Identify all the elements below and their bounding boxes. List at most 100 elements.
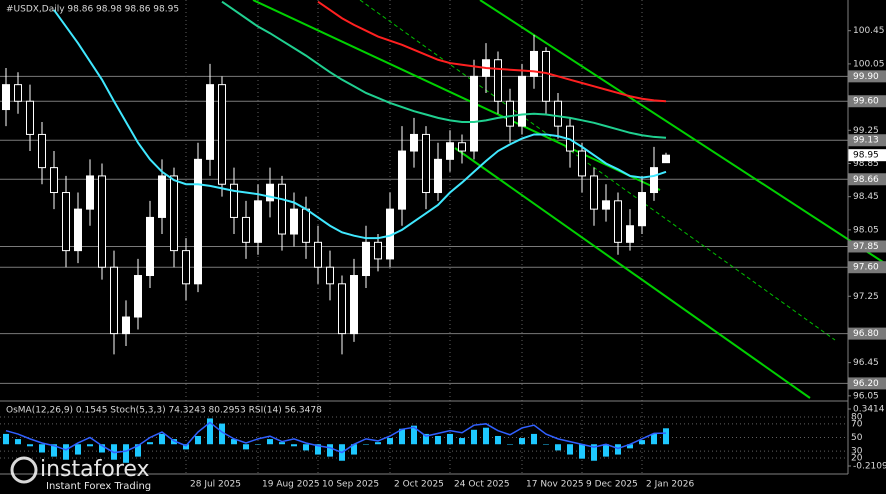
osma-bar: [531, 433, 537, 445]
candle-body: [614, 200, 622, 243]
osma-bar: [75, 444, 81, 455]
candle-body: [506, 100, 514, 127]
osma-bar: [639, 440, 645, 445]
rsi-tick-label: 30: [851, 447, 863, 457]
candle-body: [38, 133, 46, 169]
osma-bar: [351, 444, 357, 455]
osma-bar: [603, 444, 609, 457]
candle-body: [134, 275, 142, 318]
candle-body: [146, 216, 154, 277]
candle-body: [338, 283, 346, 335]
osma-bar: [219, 423, 225, 445]
x-tick-label: 2 Jan 2026: [646, 480, 694, 490]
osma-bar: [519, 438, 525, 445]
candle-body: [50, 167, 58, 194]
level-box: [848, 261, 886, 274]
candle-body: [254, 200, 262, 243]
level-label: 97.60: [853, 263, 879, 273]
osma-bar: [459, 438, 465, 445]
candle-body: [98, 175, 106, 268]
candle-body: [2, 84, 10, 111]
candle-body: [278, 183, 286, 235]
osma-bar: [123, 444, 129, 463]
y-tick-label: 98.05: [853, 225, 879, 235]
candle-body: [326, 266, 334, 285]
osma-bar: [567, 444, 573, 455]
candle-body: [314, 241, 322, 268]
level-box: [848, 377, 886, 390]
candle-body: [602, 200, 610, 210]
candle-body: [590, 175, 598, 210]
candle-body: [422, 133, 430, 194]
candle-body: [14, 84, 22, 102]
candle-body: [230, 183, 238, 218]
osma-bar: [99, 444, 105, 453]
osma-bar: [483, 427, 489, 445]
candle-body: [494, 59, 502, 102]
y-tick-label: 98.45: [853, 192, 879, 202]
rsi-tick-label: 20: [851, 454, 863, 464]
candle-body: [362, 241, 370, 277]
current-price-label: 98.95: [853, 151, 879, 161]
candle-body: [626, 225, 634, 243]
osma-bar: [411, 425, 417, 445]
moving-average: [317, 0, 667, 103]
osma-bar: [291, 444, 297, 447]
osma-bar: [15, 439, 21, 445]
osma-bar: [471, 429, 477, 445]
osma-bar: [243, 444, 249, 450]
osma-bar: [327, 444, 333, 457]
candle-body: [398, 150, 406, 210]
candle-body: [662, 154, 670, 164]
candle-body: [182, 250, 190, 285]
y-tick-label: 100.45: [853, 26, 885, 36]
osma-bar: [207, 418, 213, 445]
x-tick-label: 19 Aug 2025: [262, 480, 320, 490]
osma-bar: [27, 444, 33, 447]
osma-bar: [63, 444, 69, 460]
candle-body: [122, 316, 130, 335]
x-tick-label: 28 Jul 2025: [190, 480, 241, 490]
candle-body: [518, 75, 526, 127]
osma-bar: [303, 444, 309, 451]
osma-bar: [507, 444, 513, 445]
y-tick-label: 96.05: [853, 391, 879, 401]
candle-body: [530, 50, 538, 77]
osma-bar: [447, 433, 453, 445]
candle-body: [194, 158, 202, 285]
osma-bar: [183, 444, 189, 450]
x-tick-label: 2 Oct 2025: [394, 480, 444, 490]
osma-bar: [435, 435, 441, 445]
candle-body: [158, 175, 166, 218]
y-tick-label: 96.45: [853, 358, 879, 368]
current-price-box: [848, 149, 886, 162]
osma-bar: [315, 444, 321, 455]
y-tick-label: 100.05: [853, 59, 885, 69]
candle-body: [554, 100, 562, 127]
osma-bar: [399, 428, 405, 445]
candle-body: [578, 150, 586, 177]
osma-bar: [555, 444, 561, 451]
osma-bar: [195, 435, 201, 445]
candle-body: [86, 175, 94, 210]
level-label: 99.60: [853, 97, 879, 107]
osma-bar: [279, 442, 285, 445]
level-box: [848, 327, 886, 340]
candle-body: [302, 208, 310, 243]
osma-tick-label: -0.2109: [853, 462, 886, 472]
trend-line: [359, 0, 836, 341]
osma-bar: [579, 444, 585, 459]
osma-bar: [363, 444, 369, 445]
x-tick-label: 10 Sep 2025: [322, 480, 379, 490]
osma-bar: [543, 444, 549, 445]
candle-body: [206, 84, 214, 160]
level-label: 96.20: [853, 379, 879, 389]
candle-body: [110, 266, 118, 335]
rsi-tick-label: 70: [851, 419, 863, 429]
channel-upper: [479, 0, 886, 265]
y-tick-label: 97.25: [853, 292, 879, 302]
moving-average: [53, 9, 667, 240]
osma-bar: [39, 444, 45, 453]
